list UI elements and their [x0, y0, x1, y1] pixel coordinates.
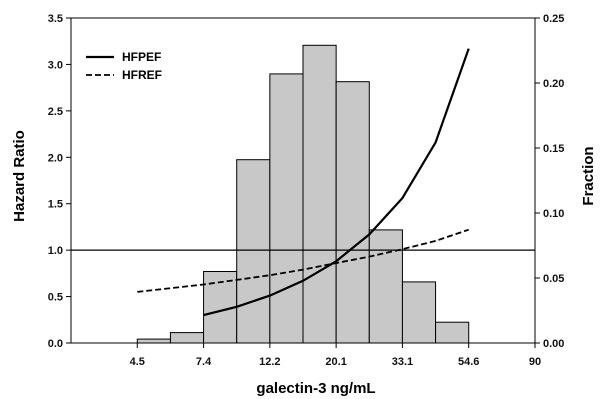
x-tick-label: 4.5: [130, 356, 145, 368]
x-axis-title: galectin-3 ng/mL: [256, 380, 375, 397]
histogram-bar-4: [236, 159, 271, 344]
legend-label-hfpef: HFPEF: [122, 50, 161, 64]
right-tick-label: 0.25: [543, 13, 564, 25]
left-tick-label: 3.0: [48, 59, 63, 71]
left-tick-label: 0.5: [48, 292, 63, 304]
series-lines: [137, 48, 470, 317]
plot-border: [70, 17, 536, 344]
right-tick-label: 0.00: [543, 338, 564, 350]
histogram-bar-8: [368, 229, 403, 344]
left-tick-label: 0.0: [48, 338, 63, 350]
right-tick-label: 0.05: [543, 273, 564, 285]
right-tick-label: 0.15: [543, 143, 564, 155]
histogram-bar-7: [335, 81, 370, 344]
x-tick-label: 12.2: [259, 356, 280, 368]
histogram-bar-5: [269, 73, 304, 344]
legend-label-hfref: HFREF: [122, 68, 162, 82]
x-tick-label: 33.1: [392, 356, 413, 368]
left-tick-label: 1.0: [48, 245, 63, 257]
histogram-bars: [136, 44, 470, 344]
y-axis-title-left: Hazard Ratio: [11, 130, 28, 222]
x-tick-label: 90: [529, 356, 541, 368]
left-axis-ticks: 0.0 0.5 1.0 1.5 2.0 2.5 3.0 3.5: [48, 13, 71, 350]
left-tick-label: 1.5: [48, 199, 63, 211]
x-tick-label: 20.1: [325, 356, 346, 368]
histogram-bar-9: [401, 281, 437, 344]
x-axis-ticks: 4.5 7.4 12.2 20.1 33.1 54.6 90: [130, 343, 541, 368]
histogram-bar-10: [435, 321, 470, 344]
right-tick-label: 0.20: [543, 78, 564, 90]
series-line-hfpef: [203, 48, 470, 317]
y-axis-title-right: Fraction: [580, 146, 597, 205]
histogram-bar-1: [136, 338, 171, 344]
right-axis-ticks: 0.00 0.05 0.10 0.15 0.20 0.25: [535, 13, 564, 350]
x-tick-label: 7.4: [196, 356, 212, 368]
histogram-bar-2: [169, 332, 205, 344]
left-tick-label: 2.5: [48, 106, 63, 118]
x-tick-label: 54.6: [458, 356, 479, 368]
histogram-bar-6: [302, 44, 337, 344]
right-tick-label: 0.10: [543, 208, 564, 220]
legend: HFPEF HFREF: [86, 50, 162, 82]
series-line-hfref: [137, 228, 469, 293]
plot-frame: [70, 17, 536, 344]
left-tick-label: 3.5: [48, 13, 63, 25]
left-tick-label: 2.0: [48, 152, 63, 164]
